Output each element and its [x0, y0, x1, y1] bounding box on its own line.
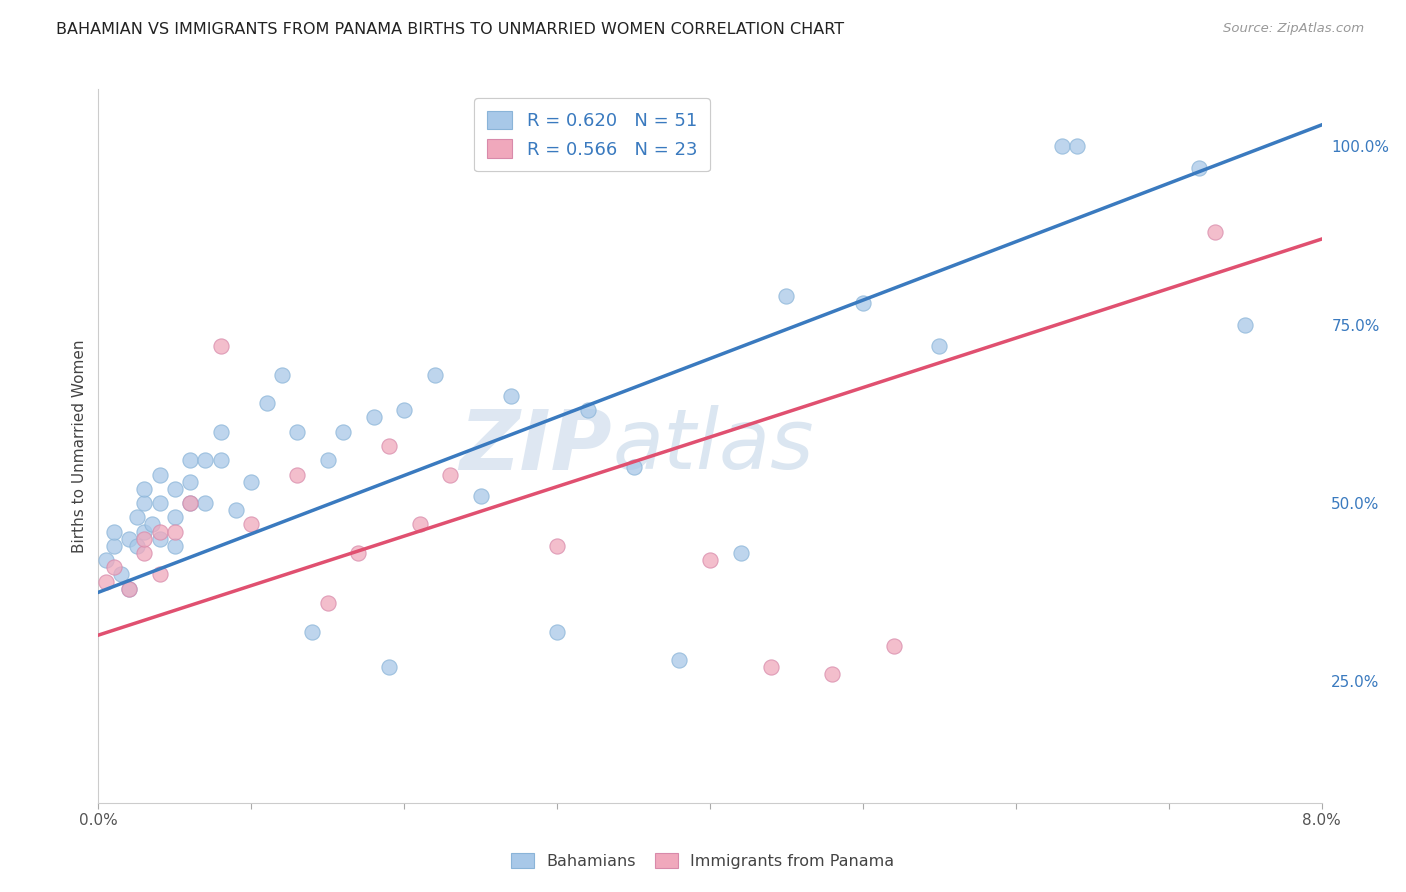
- Point: [134, 524, 156, 539]
- Point: [125, 510, 148, 524]
- Point: [928, 339, 950, 353]
- Point: [347, 546, 370, 560]
- Point: [103, 560, 125, 574]
- Point: [730, 546, 752, 560]
- Point: [668, 653, 690, 667]
- Point: [301, 624, 323, 639]
- Point: [378, 660, 401, 674]
- Point: [103, 524, 125, 539]
- Point: [179, 496, 201, 510]
- Point: [316, 596, 339, 610]
- Point: [149, 496, 172, 510]
- Point: [1234, 318, 1257, 332]
- Point: [179, 453, 201, 467]
- Point: [316, 453, 339, 467]
- Point: [118, 582, 141, 596]
- Point: [141, 517, 163, 532]
- Point: [576, 403, 599, 417]
- Point: [378, 439, 401, 453]
- Point: [546, 539, 568, 553]
- Point: [94, 553, 117, 567]
- Text: ZIP: ZIP: [460, 406, 612, 486]
- Point: [852, 296, 875, 310]
- Legend: R = 0.620   N = 51, R = 0.566   N = 23: R = 0.620 N = 51, R = 0.566 N = 23: [474, 98, 710, 171]
- Point: [423, 368, 446, 382]
- Point: [163, 524, 186, 539]
- Point: [332, 425, 354, 439]
- Point: [699, 553, 721, 567]
- Point: [1188, 161, 1211, 175]
- Point: [125, 539, 148, 553]
- Point: [546, 624, 568, 639]
- Point: [1066, 139, 1088, 153]
- Point: [883, 639, 905, 653]
- Point: [623, 460, 645, 475]
- Point: [285, 425, 308, 439]
- Point: [439, 467, 461, 482]
- Point: [240, 475, 263, 489]
- Point: [134, 546, 156, 560]
- Point: [179, 475, 201, 489]
- Point: [225, 503, 247, 517]
- Point: [1050, 139, 1073, 153]
- Point: [285, 467, 308, 482]
- Point: [163, 510, 186, 524]
- Point: [149, 532, 172, 546]
- Point: [408, 517, 430, 532]
- Text: atlas: atlas: [612, 406, 814, 486]
- Point: [94, 574, 117, 589]
- Point: [110, 567, 132, 582]
- Legend: Bahamians, Immigrants from Panama: Bahamians, Immigrants from Panama: [505, 847, 901, 875]
- Point: [149, 567, 172, 582]
- Point: [149, 467, 172, 482]
- Text: Source: ZipAtlas.com: Source: ZipAtlas.com: [1223, 22, 1364, 36]
- Point: [470, 489, 492, 503]
- Point: [149, 524, 172, 539]
- Point: [209, 425, 232, 439]
- Point: [392, 403, 416, 417]
- Point: [501, 389, 523, 403]
- Point: [775, 289, 797, 303]
- Point: [209, 453, 232, 467]
- Point: [270, 368, 294, 382]
- Point: [134, 532, 156, 546]
- Point: [209, 339, 232, 353]
- Point: [194, 453, 217, 467]
- Point: [118, 582, 141, 596]
- Point: [163, 539, 186, 553]
- Point: [240, 517, 263, 532]
- Point: [256, 396, 278, 410]
- Point: [163, 482, 186, 496]
- Point: [759, 660, 782, 674]
- Point: [363, 410, 385, 425]
- Point: [134, 482, 156, 496]
- Point: [134, 496, 156, 510]
- Point: [194, 496, 217, 510]
- Point: [179, 496, 201, 510]
- Text: BAHAMIAN VS IMMIGRANTS FROM PANAMA BIRTHS TO UNMARRIED WOMEN CORRELATION CHART: BAHAMIAN VS IMMIGRANTS FROM PANAMA BIRTH…: [56, 22, 845, 37]
- Point: [103, 539, 125, 553]
- Point: [1204, 225, 1226, 239]
- Point: [821, 667, 844, 681]
- Point: [118, 532, 141, 546]
- Y-axis label: Births to Unmarried Women: Births to Unmarried Women: [72, 339, 87, 553]
